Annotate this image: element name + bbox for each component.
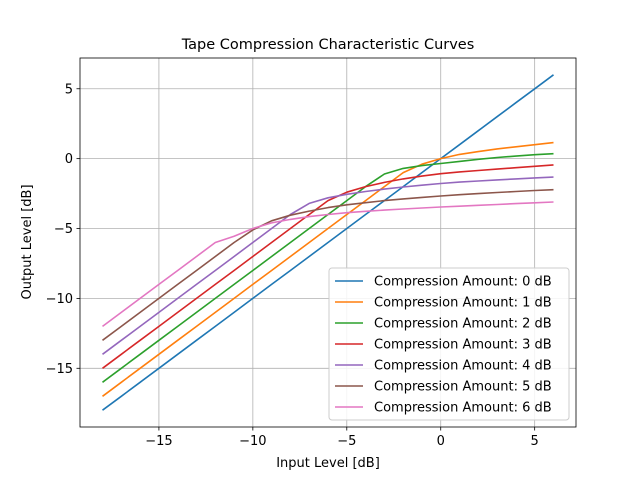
x-tick-label: −5 [337, 434, 356, 449]
y-tick-label: 0 [65, 152, 73, 167]
y-tick-label: 5 [65, 82, 73, 97]
legend-label-2: Compression Amount: 2 dB [374, 317, 552, 332]
axis-ticks: −15 −10 −5 0 5 −15 −10 −5 0 5 [46, 82, 539, 449]
plot-area-frame [79, 57, 577, 428]
y-tick-label: −15 [46, 362, 73, 377]
series-lines [102, 74, 554, 411]
legend: Compression Amount: 0 dB Compression Amou… [328, 267, 570, 421]
chart-title: Tape Compression Characteristic Curves [181, 37, 475, 53]
y-tick-label: −5 [54, 222, 73, 237]
series-line-6 [102, 201, 554, 328]
series-line-5 [102, 188, 554, 341]
series-line-0 [102, 74, 554, 411]
legend-label-3: Compression Amount: 3 dB [374, 338, 552, 353]
y-tick-label: −10 [46, 292, 73, 307]
legend-label-6: Compression Amount: 6 dB [374, 401, 552, 416]
y-axis-label: Output Level [dB] [20, 184, 35, 299]
x-tick-label: 5 [531, 434, 539, 449]
legend-label-1: Compression Amount: 1 dB [374, 296, 552, 311]
legend-box [328, 267, 570, 421]
legend-label-5: Compression Amount: 5 dB [374, 380, 552, 395]
series-line-4 [102, 176, 554, 355]
x-tick-label: −10 [239, 434, 266, 449]
x-axis-label: Input Level [dB] [276, 456, 380, 471]
legend-label-0: Compression Amount: 0 dB [374, 275, 552, 290]
series-line-1 [102, 141, 554, 397]
series-line-3 [102, 164, 554, 369]
legend-label-4: Compression Amount: 4 dB [374, 359, 552, 374]
x-tick-label: 0 [437, 434, 445, 449]
x-tick-label: −15 [145, 434, 172, 449]
